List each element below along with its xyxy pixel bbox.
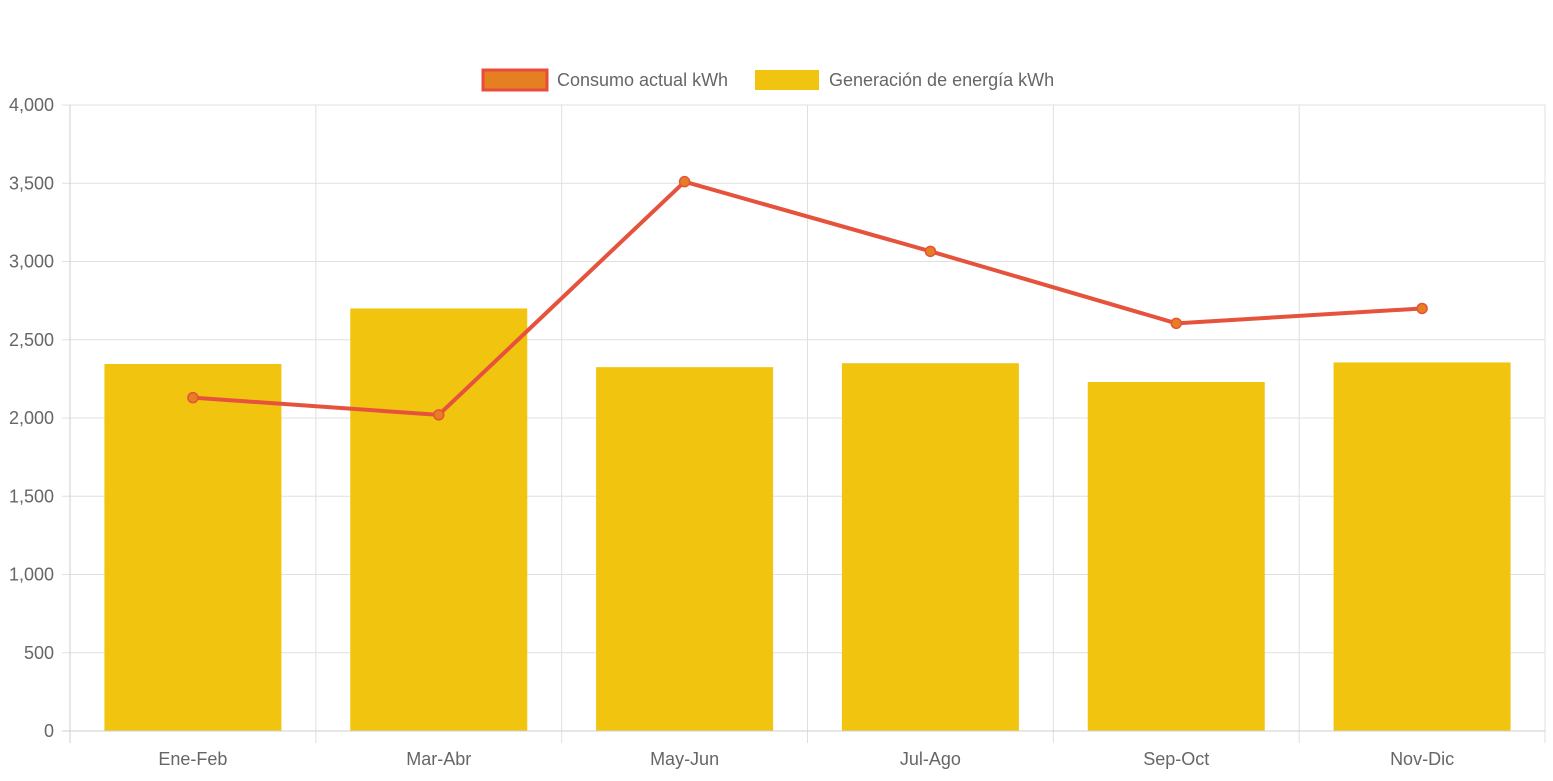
point-consumo[interactable] xyxy=(1170,317,1182,330)
bar-generacion[interactable] xyxy=(596,367,774,731)
legend-label-generacion: Generación de energía kWh xyxy=(829,70,1054,90)
legend-swatch-generacion xyxy=(755,70,819,90)
bar-generacion[interactable] xyxy=(104,364,282,731)
y-tick-label: 3,000 xyxy=(9,252,54,272)
legend-swatch-consumo xyxy=(481,68,549,92)
bar-generacion[interactable] xyxy=(841,363,1019,731)
bar-generacion[interactable] xyxy=(1333,362,1511,731)
y-tick-label: 4,000 xyxy=(9,95,54,115)
y-tick-label: 2,500 xyxy=(9,330,54,350)
axes: 0 500 1,000 1,500 2,000 2,500 3,000 3,500 4,000 E… xyxy=(9,95,1545,769)
x-tick-label: Ene-Feb xyxy=(158,749,227,769)
point-consumo[interactable] xyxy=(678,175,691,188)
bar-series xyxy=(104,308,1511,731)
y-tick-label: 3,500 xyxy=(9,173,54,193)
bar-generacion[interactable] xyxy=(1087,382,1265,731)
legend-item-consumo[interactable]: Consumo actual kWh xyxy=(481,68,728,92)
x-tick-label: Nov-Dic xyxy=(1390,749,1454,769)
y-tick-label: 0 xyxy=(44,721,54,741)
y-tick-label: 1,500 xyxy=(9,486,54,506)
point-consumo[interactable] xyxy=(1416,302,1428,315)
point-consumo[interactable] xyxy=(187,391,199,404)
line-consumo xyxy=(192,179,1423,417)
point-consumo[interactable] xyxy=(924,245,937,258)
y-tick-label: 500 xyxy=(24,643,54,663)
x-tick-label: May-Jun xyxy=(650,749,719,769)
bar-generacion[interactable] xyxy=(350,308,528,731)
x-tick-label: Mar-Abr xyxy=(406,749,471,769)
x-tick-label: Sep-Oct xyxy=(1143,749,1209,769)
legend-item-generacion[interactable]: Generación de energía kWh xyxy=(755,70,1054,90)
point-consumo[interactable] xyxy=(433,409,445,421)
legend: Consumo actual kWh Generación de energía… xyxy=(481,68,1054,92)
legend-label-consumo: Consumo actual kWh xyxy=(557,70,728,90)
grid xyxy=(62,104,1546,743)
x-tick-label: Jul-Ago xyxy=(900,749,961,769)
y-tick-label: 2,000 xyxy=(9,408,54,428)
y-tick-label: 1,000 xyxy=(9,565,54,585)
line-series xyxy=(187,175,1428,421)
